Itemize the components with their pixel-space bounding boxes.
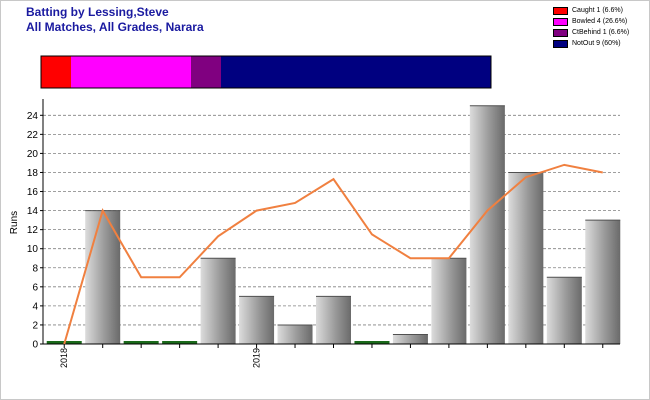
dismissal-segment-notout xyxy=(221,56,491,88)
legend: Caught 1 (6.6%) Bowled 4 (26.6%) CtBehin… xyxy=(553,5,629,49)
bar xyxy=(200,258,236,344)
dismissal-segment-bowled xyxy=(71,56,191,88)
y-tick-label: 10 xyxy=(27,244,39,255)
y-tick-label: 16 xyxy=(27,187,39,198)
legend-label: NotOut 9 (60%) xyxy=(572,40,621,47)
bar xyxy=(546,277,582,344)
average-line xyxy=(63,163,603,345)
legend-item-ctbehind: CtBehind 1 (6.6%) xyxy=(553,27,629,38)
legend-swatch xyxy=(553,17,568,26)
legend-swatch xyxy=(553,28,568,37)
chart-title-line2: All Matches, All Grades, Narara xyxy=(26,20,204,34)
legend-item-caught: Caught 1 (6.6%) xyxy=(553,5,629,16)
dismissal-bar-outline xyxy=(40,55,492,89)
bar xyxy=(239,296,275,344)
y-tick-label: 20 xyxy=(27,149,39,160)
y-tick-label: 0 xyxy=(32,340,38,351)
bar-zero-marker xyxy=(123,341,159,344)
y-tick-label: 8 xyxy=(32,263,38,274)
legend-swatch xyxy=(553,39,568,48)
bar xyxy=(585,220,621,344)
dismissal-segment-caught xyxy=(41,56,71,88)
legend-swatch xyxy=(553,6,568,15)
y-tick-label: 6 xyxy=(32,282,38,293)
legend-label: CtBehind 1 (6.6%) xyxy=(572,29,630,36)
y-tick-label: 12 xyxy=(27,225,39,236)
x-tick-label: 2018 xyxy=(59,348,69,368)
y-tick-label: 18 xyxy=(27,168,39,179)
chart-title-line1: Batting by Lessing,Steve xyxy=(26,5,169,19)
legend-item-notout: NotOut 9 (60%) xyxy=(553,38,629,49)
bar xyxy=(316,296,351,344)
x-tick-label: 2019 xyxy=(252,348,262,368)
y-tick-label: 24 xyxy=(27,111,39,122)
y-tick-label: 2 xyxy=(32,320,38,331)
bar-zero-marker xyxy=(162,341,198,344)
bar xyxy=(277,324,313,344)
bar xyxy=(508,172,544,344)
bar xyxy=(85,210,121,344)
bar xyxy=(392,334,428,344)
y-axis-label: Runs xyxy=(9,211,20,234)
legend-item-bowled: Bowled 4 (26.6%) xyxy=(553,16,629,27)
dismissal-segment-ctbehind xyxy=(191,56,221,88)
bar-zero-marker xyxy=(354,341,390,344)
y-tick-label: 14 xyxy=(27,206,39,217)
y-tick-label: 4 xyxy=(32,301,38,312)
legend-label: Caught 1 (6.6%) xyxy=(572,7,623,14)
y-tick-label: 22 xyxy=(27,130,39,141)
legend-label: Bowled 4 (26.6%) xyxy=(572,18,628,25)
bar xyxy=(431,258,467,344)
